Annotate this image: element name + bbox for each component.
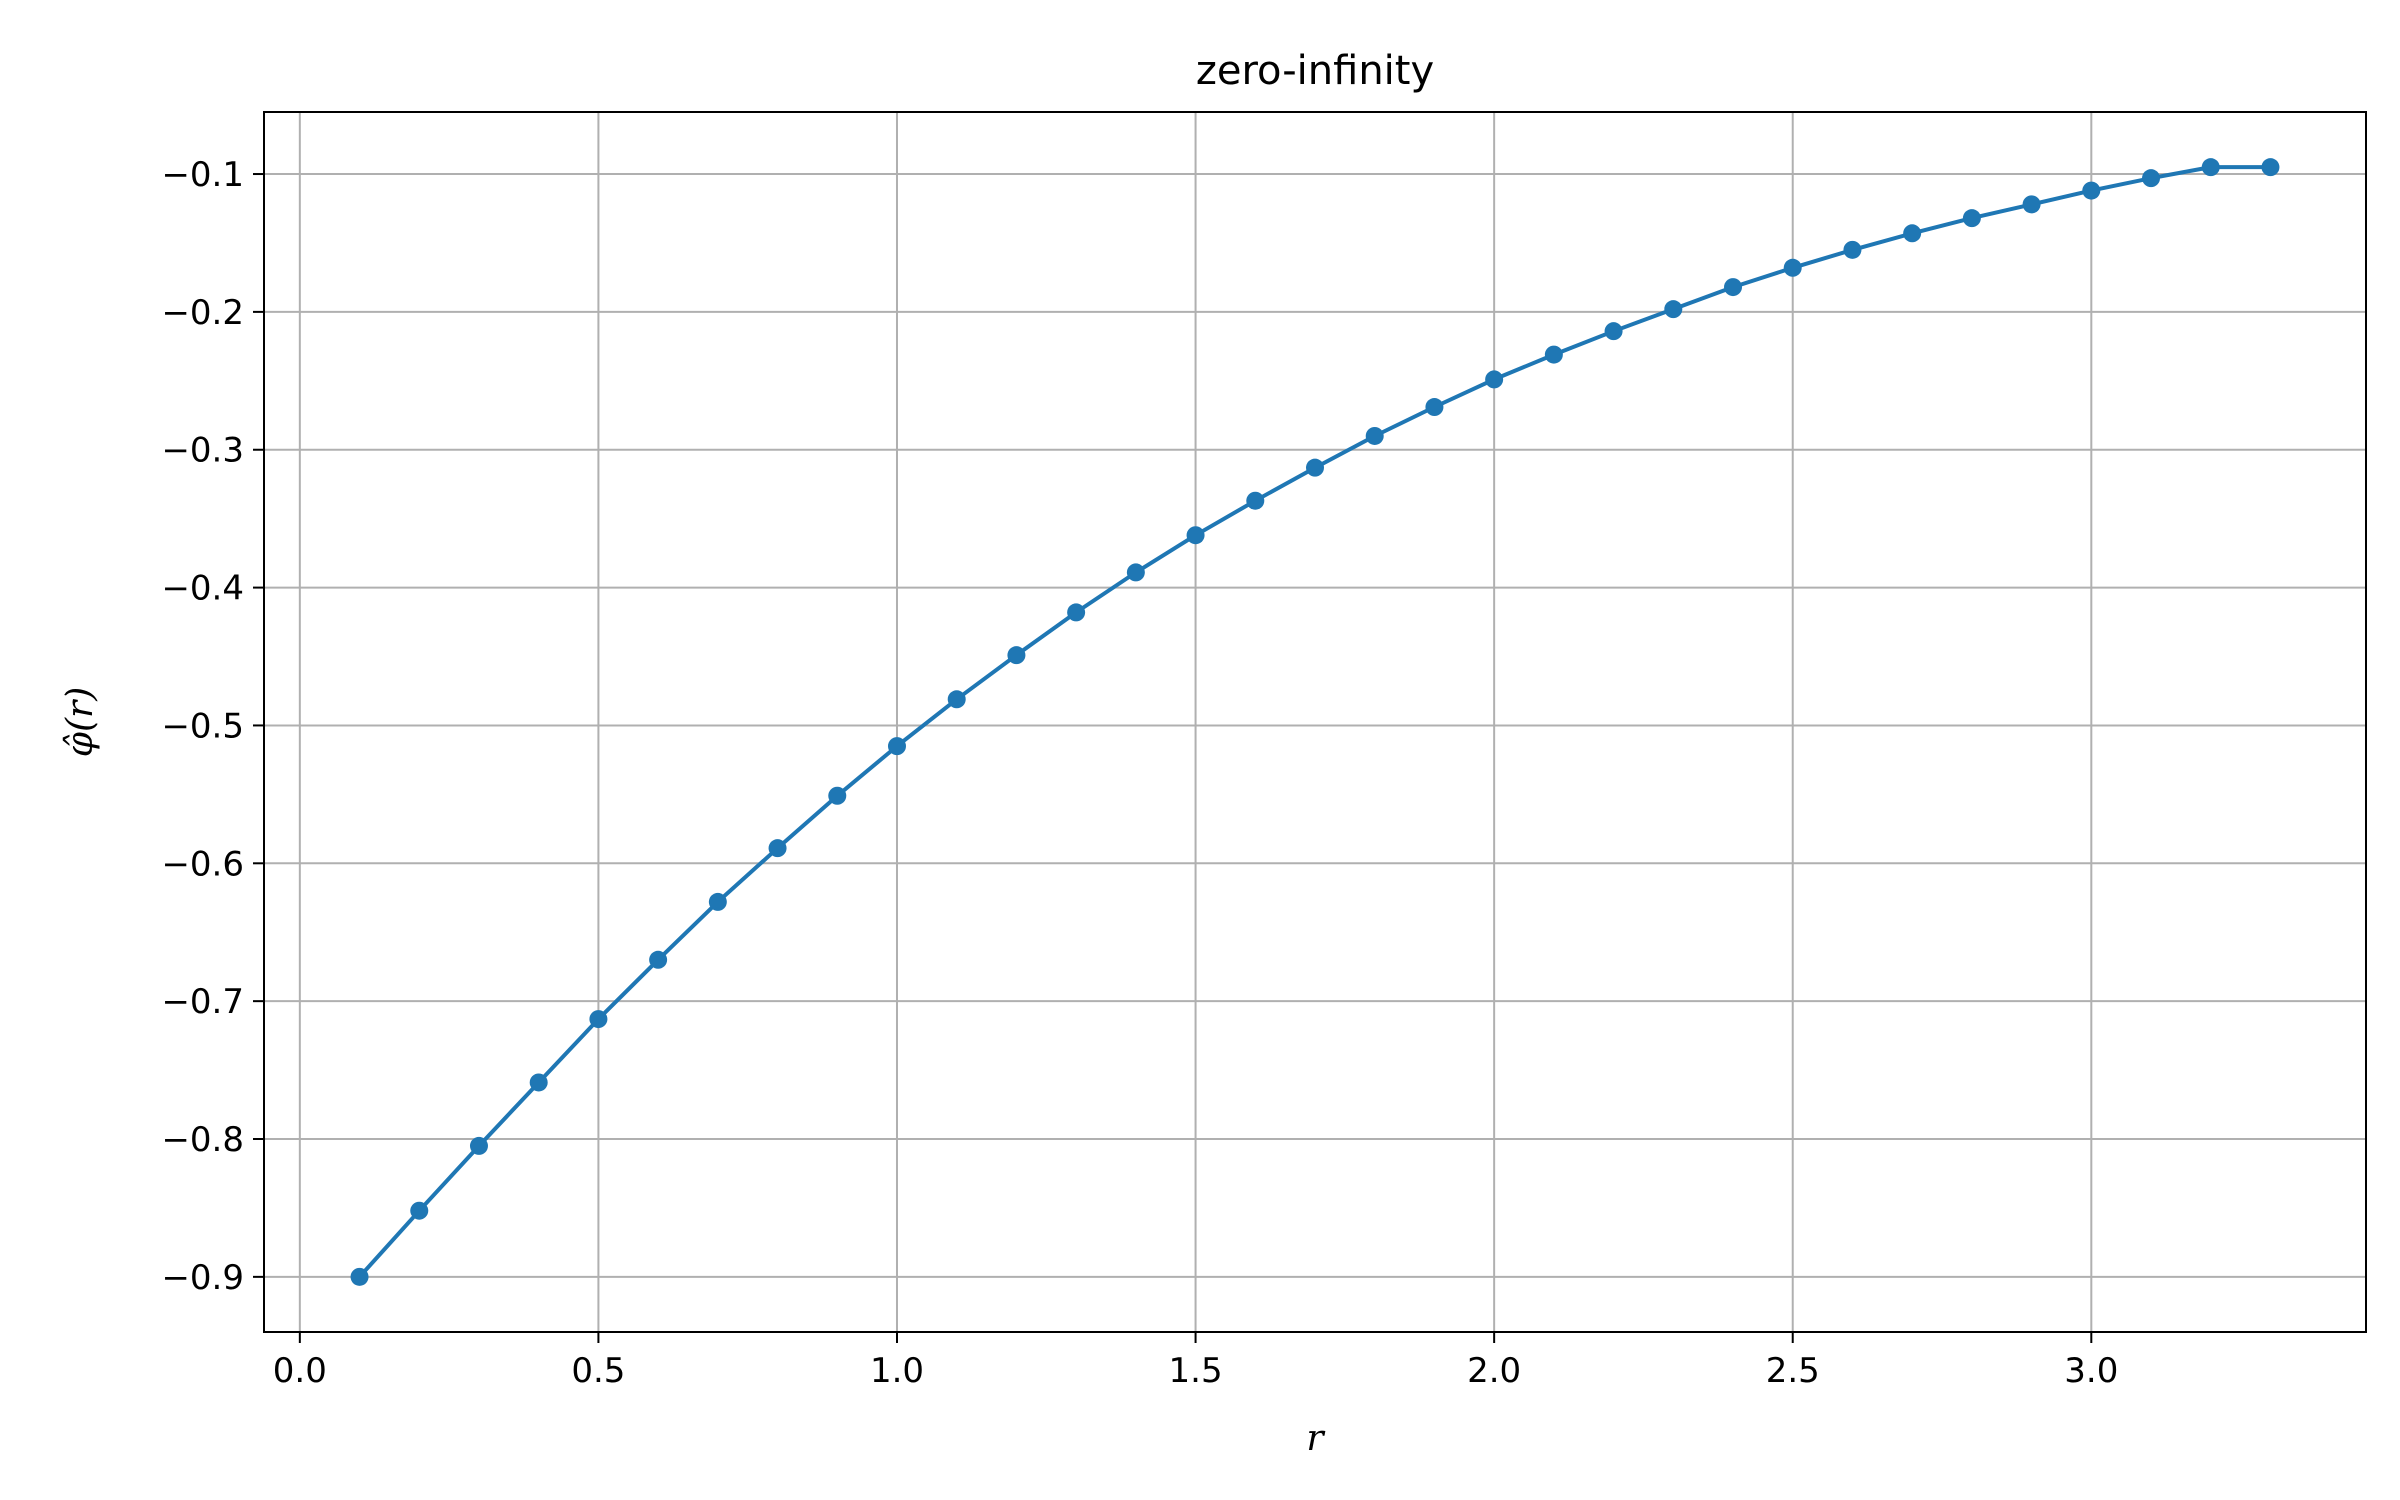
x-tick-label: 2.5 <box>1766 1351 1820 1391</box>
data-point <box>2082 181 2101 200</box>
data-point <box>1903 224 1922 243</box>
data-point <box>1962 209 1981 228</box>
data-point <box>1843 240 1862 259</box>
y-tick-label: −0.3 <box>161 431 244 471</box>
data-point <box>887 737 906 756</box>
series-layer <box>350 158 2280 1286</box>
data-point <box>1664 300 1683 319</box>
ticks-layer: 0.0 0.5 1.0 1.5 2.0 2.5 3.0 −0.1 −0.2 −0.3 −0.4 −0.… <box>161 155 2118 1391</box>
data-point <box>1306 458 1324 477</box>
data-point <box>1783 258 1802 277</box>
y-tick-label: −0.5 <box>161 706 244 746</box>
data-point <box>1067 603 1086 622</box>
data-point <box>350 1267 369 1286</box>
grid-lines <box>264 112 2366 1332</box>
data-point <box>1365 426 1384 445</box>
data-point <box>1485 370 1504 389</box>
x-tick-label: 1.0 <box>870 1351 924 1391</box>
data-point <box>1126 563 1145 582</box>
data-point <box>2142 169 2161 188</box>
y-tick-label: −0.1 <box>161 155 244 195</box>
data-point <box>469 1136 488 1155</box>
y-axis-title: φ̂(r) <box>60 687 101 758</box>
data-point <box>708 892 727 911</box>
y-tick-label: −0.2 <box>161 293 244 333</box>
y-tick-label: −0.6 <box>161 844 244 884</box>
data-point <box>529 1073 548 1092</box>
data-point <box>2022 195 2041 214</box>
x-tick-label: 0.0 <box>273 1351 327 1391</box>
data-point <box>1724 278 1743 297</box>
plot-frame <box>263 111 2367 1333</box>
y-tick-label: −0.7 <box>161 982 244 1022</box>
data-point <box>589 1010 608 1029</box>
data-point <box>410 1201 429 1220</box>
data-point <box>768 839 787 858</box>
data-point <box>947 690 966 709</box>
data-point <box>1425 398 1444 417</box>
x-axis-title: r <box>1306 1418 1325 1459</box>
data-point <box>649 950 668 969</box>
x-tick-label: 2.0 <box>1467 1351 1521 1391</box>
x-tick-label: 0.5 <box>571 1351 625 1391</box>
data-point <box>2261 158 2280 177</box>
data-point <box>1246 491 1265 510</box>
data-point <box>1186 526 1205 545</box>
y-tick-label: −0.9 <box>161 1258 244 1298</box>
data-point <box>2201 158 2220 177</box>
data-point <box>1604 322 1623 341</box>
y-tick-label: −0.4 <box>161 569 244 609</box>
data-point <box>1007 646 1026 665</box>
chart-title: zero-infinity <box>1196 48 1434 94</box>
x-tick-label: 1.5 <box>1169 1351 1223 1391</box>
x-tick-label: 3.0 <box>2064 1351 2118 1391</box>
y-tick-label: −0.8 <box>161 1120 244 1160</box>
data-point <box>1544 345 1563 364</box>
data-point <box>828 786 847 805</box>
